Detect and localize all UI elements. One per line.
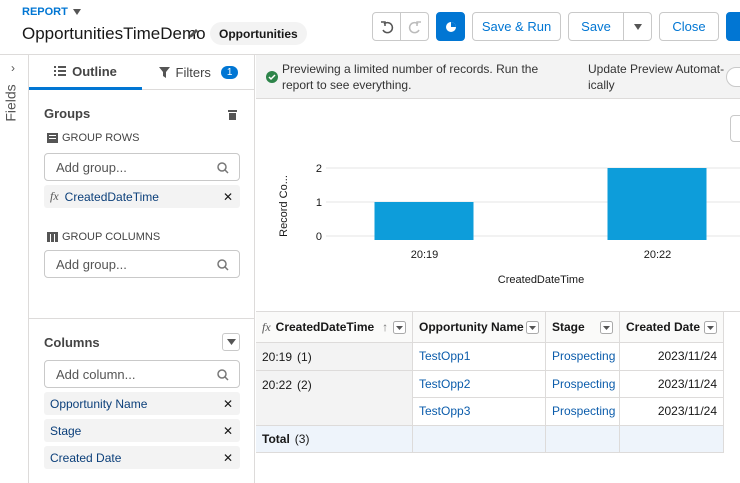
divider — [29, 318, 255, 319]
group-columns-input[interactable]: Add group... — [44, 250, 240, 278]
run-button[interactable] — [726, 12, 740, 41]
redo-button[interactable] — [400, 12, 429, 41]
chip-text: Created Date — [50, 451, 121, 465]
column-chip[interactable]: Stage✕ — [44, 419, 240, 442]
label-text: GROUP COLUMNS — [62, 231, 160, 243]
x-tick-label: 20:22 — [644, 249, 672, 261]
table-cell: 2023/11/24 — [620, 371, 724, 399]
table-cell: TestOpp1 — [413, 343, 546, 371]
x-axis-label: CreatedDateTime — [498, 274, 584, 286]
placeholder: Add group... — [56, 257, 127, 272]
chart-toggle-button[interactable] — [436, 12, 465, 41]
groups-heading: Groups — [44, 106, 90, 121]
preview-toggle[interactable] — [726, 67, 740, 87]
table-cell: Prospecting — [546, 343, 620, 371]
report-name: OpportunitiesTimeDemo — [22, 24, 206, 44]
header: REPORT OpportunitiesTimeDemo Opportuniti… — [0, 0, 740, 55]
filters-tab[interactable]: Filters 1 — [142, 55, 255, 90]
table-cell: TestOpp3 — [413, 398, 546, 426]
placeholder: Add column... — [56, 367, 136, 382]
group-rows-label: GROUP ROWS — [47, 132, 139, 144]
preview-message: Previewing a limited number of records. … — [282, 61, 572, 93]
group-label: 20:19 — [262, 350, 292, 364]
bar — [608, 168, 707, 240]
column-chip[interactable]: Created Date✕ — [44, 446, 240, 469]
save-run-button[interactable]: Save & Run — [472, 12, 561, 41]
close-button[interactable]: Close — [659, 12, 719, 41]
report-type: Opportunities — [210, 22, 307, 45]
table-cell: 2023/11/24 — [620, 343, 724, 371]
table-cell: Prospecting — [546, 398, 620, 426]
column-header-text: Created Date — [626, 320, 700, 334]
report-table: fxCreatedDateTime↑ Opportunity Name Stage C… — [256, 311, 740, 483]
column-chip[interactable]: Opportunity Name✕ — [44, 392, 240, 415]
group-row-chip[interactable]: fxCreatedDateTime✕ — [44, 185, 240, 208]
group-rows-input[interactable]: Add group... — [44, 153, 240, 181]
chart: 0 1 2 Record Co... CreatedDateTime 20:19 20:22 — [256, 100, 740, 310]
chip-text: Stage — [50, 424, 81, 438]
total-cell: Total (3) — [256, 426, 413, 453]
group-cell: 20:19 (1) — [256, 343, 413, 371]
total-count: (3) — [295, 432, 310, 446]
filters-badge: 1 — [221, 66, 239, 79]
column-header-text: Stage — [552, 320, 585, 334]
save-menu-button[interactable] — [623, 12, 652, 41]
fields-tab: Fields — [3, 84, 19, 121]
total-cell — [546, 426, 620, 453]
toggle-label: Update Preview Automat-ically — [588, 61, 728, 93]
chip-text: CreatedDateTime — [65, 190, 159, 204]
table-cell: 2023/11/24 — [620, 398, 724, 426]
column-header[interactable]: Opportunity Name — [413, 312, 546, 343]
table-cell: Prospecting — [546, 371, 620, 399]
total-cell — [413, 426, 546, 453]
fields-rail[interactable]: › Fields — [0, 55, 29, 483]
columns-menu[interactable] — [222, 333, 240, 351]
column-header[interactable]: Stage — [546, 312, 620, 343]
trash-icon[interactable] — [228, 109, 237, 120]
x-tick-label: 20:19 — [411, 249, 439, 261]
y-axis-label: Record Co... — [278, 175, 290, 237]
group-count: (1) — [297, 350, 312, 364]
edit-icon[interactable] — [187, 27, 200, 40]
outline-tab[interactable]: Outline — [29, 55, 142, 90]
column-header[interactable]: fxCreatedDateTime↑ — [256, 312, 413, 343]
object-type-text: REPORT — [22, 6, 68, 18]
save-button[interactable]: Save — [568, 12, 624, 41]
y-tick-label: 0 — [316, 231, 322, 243]
y-tick-label: 1 — [316, 197, 322, 209]
column-header-text: CreatedDateTime — [276, 320, 374, 334]
columns-heading: Columns — [44, 335, 100, 350]
group-label: 20:22 — [262, 378, 292, 392]
total-label: Total — [262, 432, 290, 446]
chip-text: Opportunity Name — [50, 397, 147, 411]
group-columns-label: GROUP COLUMNS — [47, 231, 160, 243]
label-text: GROUP ROWS — [62, 132, 139, 144]
tab-label: Outline — [72, 64, 117, 79]
columns-input[interactable]: Add column... — [44, 360, 240, 388]
placeholder: Add group... — [56, 160, 127, 175]
bar — [375, 202, 474, 240]
column-header-text: Opportunity Name — [419, 320, 524, 334]
preview-banner: Previewing a limited number of records. … — [256, 55, 740, 99]
group-count: (2) — [297, 378, 312, 392]
group-cell: 20:22 (2) — [256, 371, 413, 426]
undo-button[interactable] — [372, 12, 401, 41]
column-header[interactable]: Created Date — [620, 312, 724, 343]
y-tick-label: 2 — [316, 163, 322, 175]
total-cell — [620, 426, 724, 453]
table-cell: TestOpp2 — [413, 371, 546, 399]
tab-label: Filters — [176, 65, 211, 80]
object-type[interactable]: REPORT — [22, 6, 82, 18]
